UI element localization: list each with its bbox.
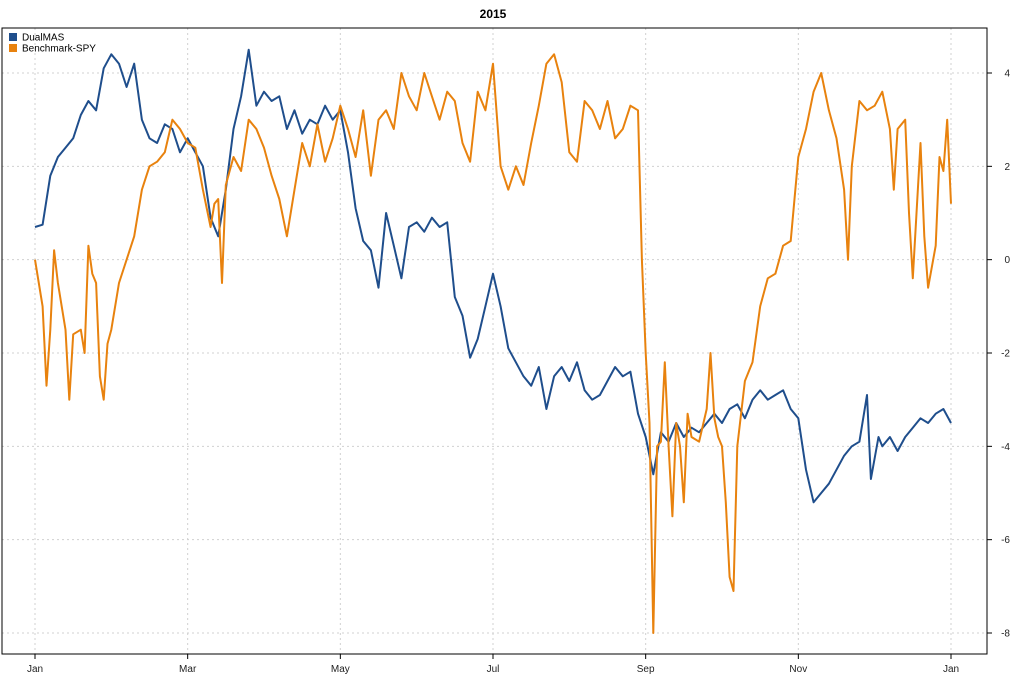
legend-label: DualMAS: [22, 33, 65, 44]
x-tick-label: May: [331, 664, 350, 675]
x-tick-label: Jan: [27, 664, 43, 675]
x-tick-label: Jul: [487, 664, 500, 675]
y-axis: -8 -6 -4 -2 0 2 4: [987, 69, 1010, 640]
legend-swatch: [9, 44, 17, 52]
legend-label: Benchmark-SPY: [22, 44, 96, 55]
legend-swatch: [9, 33, 17, 41]
y-tick-label: 0: [1004, 255, 1010, 266]
x-tick-label: Mar: [179, 664, 197, 675]
y-tick-label: -4: [1001, 442, 1010, 453]
x-tick-label: Jan: [943, 664, 959, 675]
x-tick-label: Nov: [789, 664, 807, 675]
plot-frame: [1, 27, 988, 655]
y-tick-label: 4: [1004, 69, 1010, 80]
y-tick-label: 2: [1004, 162, 1010, 173]
x-tick-label: Sep: [637, 664, 655, 675]
y-tick-label: -2: [1001, 349, 1010, 360]
y-tick-label: -8: [1001, 629, 1010, 640]
x-axis: Jan Mar May Jul Sep Nov Jan: [27, 654, 959, 675]
series-line-dualmas: [34, 48, 952, 504]
chart-title: 2015: [480, 7, 507, 21]
grid: [2, 28, 987, 654]
series-layer: [34, 48, 952, 634]
series-line-benchmark-spy: [34, 53, 952, 634]
y-tick-label: -6: [1001, 535, 1010, 546]
